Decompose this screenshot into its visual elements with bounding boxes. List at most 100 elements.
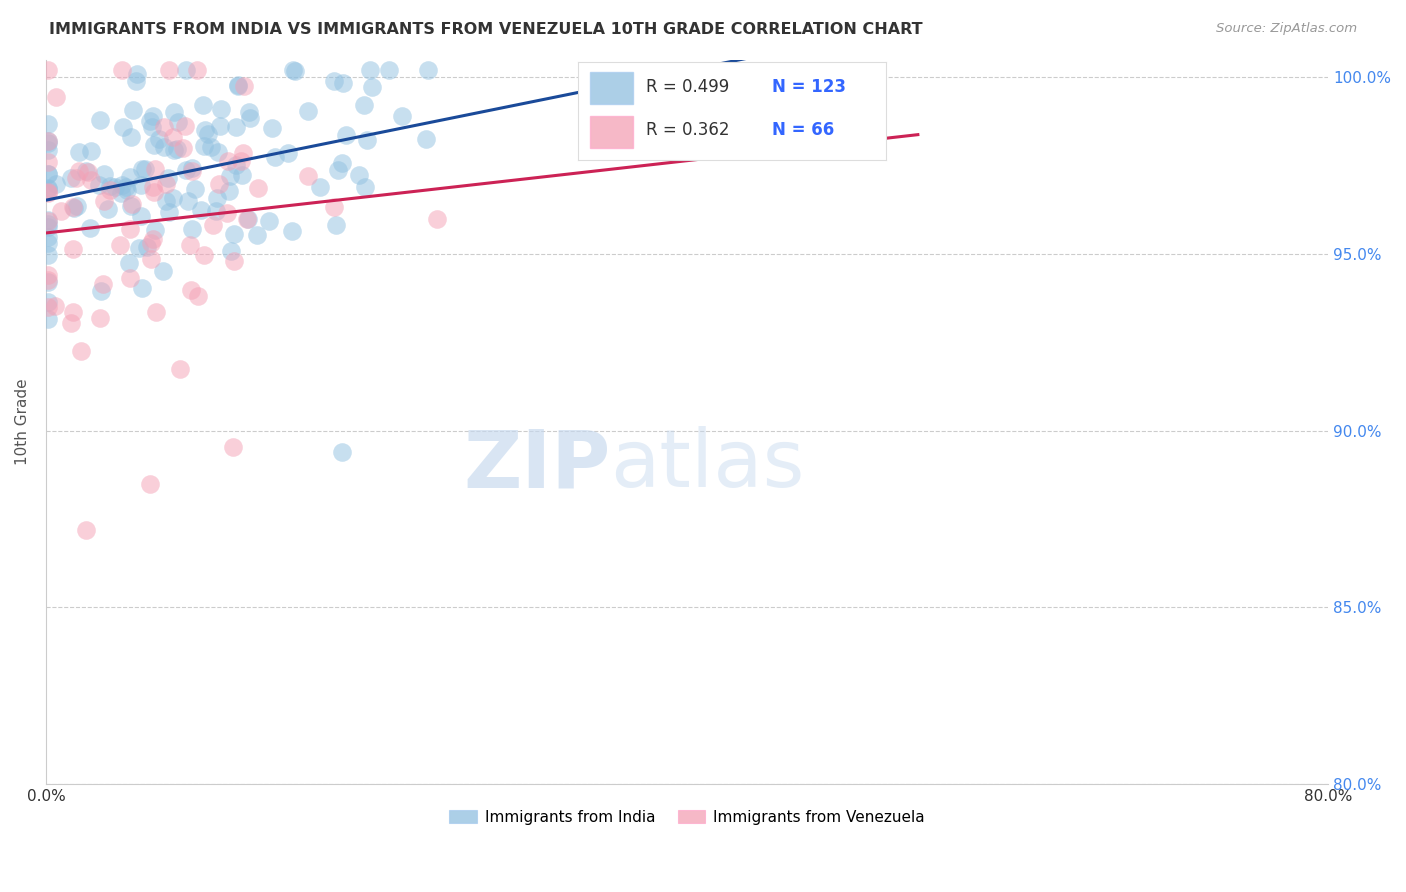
Point: [226, 78, 249, 92]
Point: [37, 143, 59, 157]
Point: [37, 312, 59, 326]
Text: IMMIGRANTS FROM INDIA VS IMMIGRANTS FROM VENEZUELA 10TH GRADE CORRELATION CHART: IMMIGRANTS FROM INDIA VS IMMIGRANTS FROM…: [49, 22, 922, 37]
Point: [167, 114, 190, 128]
Point: [141, 120, 163, 135]
Point: [37, 186, 59, 200]
Point: [89, 113, 111, 128]
Point: [209, 102, 232, 116]
Point: [226, 79, 249, 94]
Point: [174, 162, 197, 177]
Point: [330, 155, 353, 169]
Point: [142, 109, 165, 123]
Point: [37, 220, 59, 235]
Point: [37, 275, 59, 289]
Point: [134, 162, 156, 177]
Point: [224, 227, 246, 242]
Point: [129, 210, 152, 224]
Point: [121, 103, 143, 117]
Point: [183, 182, 205, 196]
Point: [37, 182, 59, 196]
Point: [166, 142, 188, 156]
Point: [80, 144, 103, 158]
Point: [37, 300, 59, 314]
Point: [142, 231, 165, 245]
Point: [247, 181, 270, 195]
Point: [356, 133, 378, 147]
Point: [59, 171, 82, 186]
Point: [37, 268, 59, 283]
Point: [162, 130, 184, 145]
Point: [205, 191, 228, 205]
Point: [37, 134, 59, 148]
Point: [222, 253, 245, 268]
Point: [391, 109, 413, 123]
Point: [98, 179, 121, 194]
Point: [120, 130, 142, 145]
Point: [186, 63, 208, 78]
Point: [359, 63, 381, 78]
Point: [328, 163, 350, 178]
Point: [297, 104, 319, 119]
Point: [283, 64, 305, 78]
Point: [104, 180, 127, 194]
Point: [77, 165, 100, 179]
Point: [67, 145, 90, 159]
Point: [141, 235, 163, 250]
Point: [75, 163, 97, 178]
Point: [51, 203, 73, 218]
Point: [219, 244, 242, 258]
Text: atlas: atlas: [610, 426, 804, 504]
Point: [322, 200, 344, 214]
Point: [37, 230, 59, 244]
Point: [297, 169, 319, 184]
Point: [354, 180, 377, 194]
Point: [45, 177, 67, 191]
Point: [37, 217, 59, 231]
Point: [37, 180, 59, 194]
Point: [335, 128, 357, 142]
Point: [236, 211, 259, 226]
Point: [143, 223, 166, 237]
Point: [181, 164, 204, 178]
Point: [120, 199, 142, 213]
Point: [177, 194, 200, 208]
Point: [361, 79, 384, 94]
Point: [62, 242, 84, 256]
Point: [37, 248, 59, 262]
Point: [217, 154, 239, 169]
Point: [79, 221, 101, 235]
Point: [426, 212, 449, 227]
Point: [197, 127, 219, 141]
Point: [163, 105, 186, 120]
Point: [217, 206, 239, 220]
Point: [63, 201, 86, 215]
Point: [205, 204, 228, 219]
Point: [225, 120, 247, 135]
Point: [136, 240, 159, 254]
Point: [332, 76, 354, 90]
Point: [118, 256, 141, 270]
Point: [156, 171, 179, 186]
Point: [69, 164, 91, 178]
Y-axis label: 10th Grade: 10th Grade: [15, 378, 30, 465]
Point: [323, 73, 346, 87]
Point: [98, 183, 121, 197]
Point: [179, 238, 201, 252]
Point: [180, 222, 202, 236]
Point: [163, 143, 186, 157]
Point: [131, 162, 153, 177]
Point: [325, 219, 347, 233]
Point: [193, 247, 215, 261]
Point: [162, 191, 184, 205]
Point: [62, 305, 84, 319]
Point: [308, 180, 330, 194]
Point: [110, 186, 132, 200]
Point: [207, 145, 229, 159]
Point: [176, 63, 198, 78]
Point: [152, 140, 174, 154]
Point: [190, 202, 212, 217]
Point: [142, 180, 165, 194]
Point: [37, 186, 59, 200]
Point: [238, 104, 260, 119]
Point: [37, 116, 59, 130]
